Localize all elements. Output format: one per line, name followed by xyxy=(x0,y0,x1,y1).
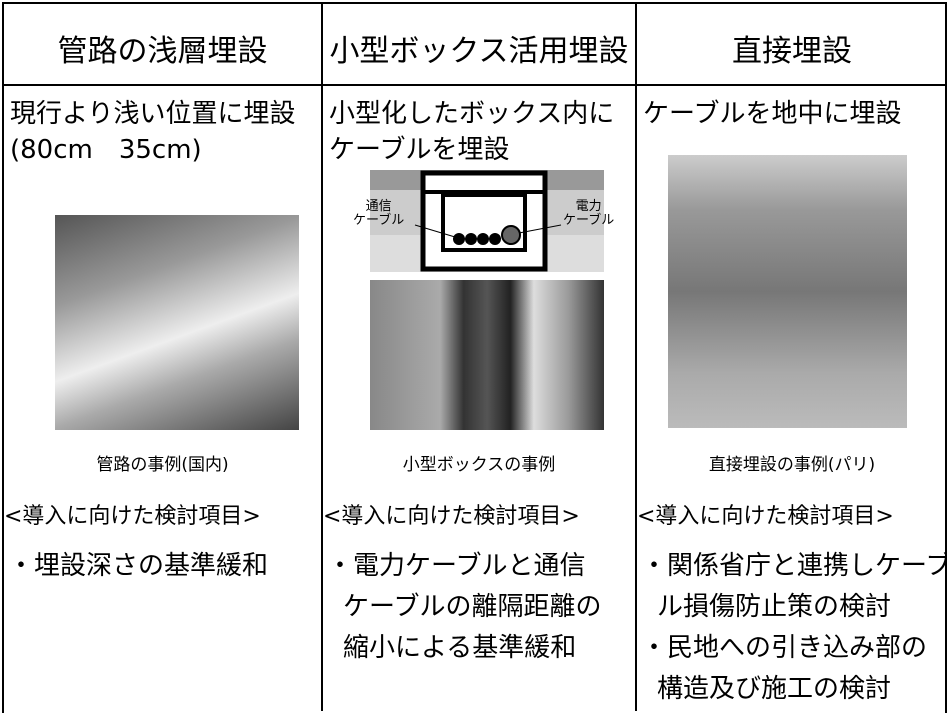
item-line: 構造及び施工の検討 xyxy=(657,674,892,704)
description-line: ケーブルを地中に埋設 xyxy=(643,99,902,129)
column-header: 小型ボックス活用埋設 xyxy=(329,34,629,69)
photo xyxy=(55,215,299,430)
row-divider xyxy=(2,84,947,86)
label-line: 通信 xyxy=(365,199,392,214)
item-line: ・民地への引き込み部の xyxy=(641,633,928,663)
item-line: ル損傷防止策の検討 xyxy=(657,592,892,622)
section-heading: <導入に向けた検討項目> xyxy=(4,504,261,529)
label-line: ケーブル xyxy=(353,213,405,228)
photo xyxy=(668,155,907,428)
diagram-label: 電力 ケーブル xyxy=(563,200,614,228)
diagram xyxy=(370,170,604,272)
section-heading: <導入に向けた検討項目> xyxy=(323,504,580,529)
column: 通信 ケーブル 電力 ケーブル 小型ボックス活用埋設 小型化したボックス内に ケーブルを… xyxy=(323,0,635,711)
item-line: 縮小による基準緩和 xyxy=(343,633,577,663)
column-divider xyxy=(321,2,323,711)
description-line: 小型化したボックス内に xyxy=(329,99,615,129)
column-header: 直接埋設 xyxy=(732,34,852,69)
photo-caption: 管路の事例(国内) xyxy=(96,455,229,475)
description-line: (80cm 35cm) xyxy=(10,135,202,165)
photo-caption: 小型ボックスの事例 xyxy=(402,455,556,475)
diagram-label: 通信 ケーブル xyxy=(353,200,404,228)
item-line: ケーブルの離隔距離の xyxy=(343,592,602,622)
item-line: ・電力ケーブルと通信 xyxy=(327,551,586,581)
description-line: ケーブルを埋設 xyxy=(329,135,510,165)
column: 管路の浅層埋設現行より浅い位置に埋設 (80cm 35cm) 管路の事例(国内) <導… xyxy=(4,0,321,711)
label-line: ケーブル xyxy=(563,213,615,228)
section-heading: <導入に向けた検討項目> xyxy=(637,504,894,529)
photo-caption: 直接埋設の事例(パリ) xyxy=(708,455,876,475)
description-line: 現行より浅い位置に埋設 xyxy=(10,99,296,129)
item-line: ・関係省庁と連携しケーブ xyxy=(641,551,947,581)
column: 直接埋設ケーブルを地中に埋設直接埋設の事例(パリ) <導入に向けた検討項目> ・関係… xyxy=(637,0,947,711)
column-header: 管路の浅層埋設 xyxy=(57,34,268,69)
photo xyxy=(370,280,604,430)
label-line: 電力 xyxy=(575,199,602,214)
item-line: ・埋設深さの基準緩和 xyxy=(8,551,269,581)
column-divider xyxy=(635,2,637,711)
